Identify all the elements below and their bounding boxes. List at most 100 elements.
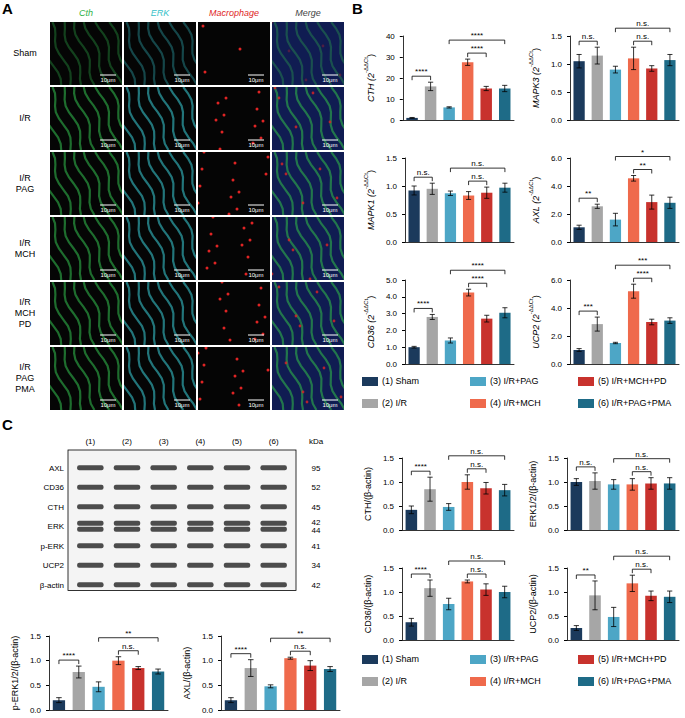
svg-text:(1): (1) xyxy=(85,437,95,446)
svg-text:1.5: 1.5 xyxy=(551,32,563,41)
svg-text:0.5: 0.5 xyxy=(383,502,395,511)
svg-text:-ΔΔCt: -ΔΔCt xyxy=(528,298,534,314)
svg-text:n.s.: n.s. xyxy=(471,172,484,181)
svg-text:10μm: 10μm xyxy=(248,337,263,343)
svg-text:): ) xyxy=(531,177,541,180)
svg-text:***: *** xyxy=(638,256,647,265)
svg-text:****: **** xyxy=(471,31,483,40)
svg-text:10μm: 10μm xyxy=(100,207,115,213)
svg-text:): ) xyxy=(366,296,376,299)
svg-text:0.5: 0.5 xyxy=(386,210,398,219)
svg-text:1.5: 1.5 xyxy=(383,454,395,463)
svg-text:1.0: 1.0 xyxy=(386,343,398,352)
svg-text:0.5: 0.5 xyxy=(30,681,42,690)
svg-text:0.0: 0.0 xyxy=(551,360,563,369)
svg-text:1.0: 1.0 xyxy=(386,182,398,191)
svg-text:1.5: 1.5 xyxy=(548,454,560,463)
svg-text:***: *** xyxy=(584,302,593,311)
svg-text:10μm: 10μm xyxy=(100,142,115,148)
svg-text:10μm: 10μm xyxy=(322,207,337,213)
svg-text:****: **** xyxy=(636,269,648,278)
svg-text:-ΔΔCt: -ΔΔCt xyxy=(528,51,534,67)
svg-text:2.0: 2.0 xyxy=(551,332,563,341)
svg-text:n.s.: n.s. xyxy=(417,168,430,177)
svg-text:*: * xyxy=(641,148,644,157)
svg-text:1.5: 1.5 xyxy=(548,564,560,573)
svg-text:n.s.: n.s. xyxy=(470,460,483,469)
svg-text:4.0: 4.0 xyxy=(386,292,398,301)
svg-text:10μm: 10μm xyxy=(174,337,189,343)
svg-text:n.s.: n.s. xyxy=(579,458,592,467)
svg-text:10μm: 10μm xyxy=(174,77,189,83)
svg-text:UCP2/(β-actin): UCP2/(β-actin) xyxy=(528,574,538,634)
svg-text:0.5: 0.5 xyxy=(383,612,395,621)
svg-text:1.0: 1.0 xyxy=(548,588,560,597)
svg-text:****: **** xyxy=(471,44,483,53)
svg-text:1.0: 1.0 xyxy=(383,588,395,597)
svg-text:1.0: 1.0 xyxy=(551,60,563,69)
svg-text:**: ** xyxy=(125,629,131,638)
svg-text:34: 34 xyxy=(312,561,321,570)
svg-text:CD36 (2: CD36 (2 xyxy=(366,315,376,349)
svg-text:10μm: 10μm xyxy=(322,272,337,278)
svg-text:30: 30 xyxy=(386,53,395,62)
svg-text:10μm: 10μm xyxy=(100,272,115,278)
svg-text:(3): (3) xyxy=(159,437,169,446)
svg-text:0.5: 0.5 xyxy=(202,681,214,690)
svg-text:n.s.: n.s. xyxy=(471,159,484,168)
svg-text:0.0: 0.0 xyxy=(383,636,395,645)
svg-text:): ) xyxy=(366,54,376,57)
svg-text:CD36/(β-actin): CD36/(β-actin) xyxy=(363,575,373,634)
svg-text:0.5: 0.5 xyxy=(548,502,560,511)
svg-text:(6): (6) xyxy=(269,437,279,446)
svg-text:0.0: 0.0 xyxy=(551,116,563,125)
svg-text:10: 10 xyxy=(386,95,395,104)
svg-text:): ) xyxy=(531,295,541,298)
svg-text:CD36: CD36 xyxy=(44,483,65,492)
svg-text:1.0: 1.0 xyxy=(548,478,560,487)
svg-text:1.5: 1.5 xyxy=(383,564,395,573)
svg-text:10μm: 10μm xyxy=(248,207,263,213)
svg-text:MAPK3 (2: MAPK3 (2 xyxy=(531,67,541,108)
svg-text:n.s.: n.s. xyxy=(582,32,595,41)
svg-text:10μm: 10μm xyxy=(322,77,337,83)
svg-text:(4): (4) xyxy=(195,437,205,446)
svg-text:5.0: 5.0 xyxy=(386,276,398,285)
svg-text:0.5: 0.5 xyxy=(548,612,560,621)
svg-text:-ΔΔCt: -ΔΔCt xyxy=(363,298,369,314)
svg-text:0.0: 0.0 xyxy=(30,706,42,715)
svg-text:-ΔΔCt: -ΔΔCt xyxy=(363,57,369,73)
svg-text:10μm: 10μm xyxy=(322,402,337,408)
svg-text:**: ** xyxy=(583,566,589,575)
svg-text:UCP2 (2: UCP2 (2 xyxy=(531,314,541,349)
svg-text:CTH: CTH xyxy=(48,503,65,512)
svg-text:n.s.: n.s. xyxy=(470,565,483,574)
svg-text:**: ** xyxy=(640,161,646,170)
svg-text:n.s.: n.s. xyxy=(470,447,483,456)
svg-text:(2): (2) xyxy=(122,437,132,446)
svg-text:kDa: kDa xyxy=(309,437,324,446)
svg-text:10μm: 10μm xyxy=(174,142,189,148)
svg-text:**: ** xyxy=(297,629,303,638)
svg-text:10μm: 10μm xyxy=(322,337,337,343)
svg-text:β-actin: β-actin xyxy=(40,581,64,590)
svg-text:n.s.: n.s. xyxy=(635,463,648,472)
svg-text:95: 95 xyxy=(312,464,321,473)
svg-text:0.0: 0.0 xyxy=(548,636,560,645)
svg-text:n.s.: n.s. xyxy=(636,19,649,28)
svg-text:p-ERK: p-ERK xyxy=(40,542,64,551)
svg-text:n.s.: n.s. xyxy=(636,32,649,41)
svg-text:1.5: 1.5 xyxy=(386,154,398,163)
svg-text:10μm: 10μm xyxy=(248,142,263,148)
svg-text:AXL: AXL xyxy=(49,464,65,473)
svg-text:2.0: 2.0 xyxy=(386,326,398,335)
svg-text:n.s.: n.s. xyxy=(635,450,648,459)
svg-text:0.0: 0.0 xyxy=(551,238,563,247)
svg-text:10μm: 10μm xyxy=(322,142,337,148)
svg-text:n.s.: n.s. xyxy=(122,642,135,651)
svg-text:n.s.: n.s. xyxy=(635,547,648,556)
svg-text:10μm: 10μm xyxy=(100,402,115,408)
svg-text:0.0: 0.0 xyxy=(548,526,560,535)
svg-text:ERK1/2/(β-actin): ERK1/2/(β-actin) xyxy=(528,461,538,528)
svg-text:n.s.: n.s. xyxy=(470,552,483,561)
